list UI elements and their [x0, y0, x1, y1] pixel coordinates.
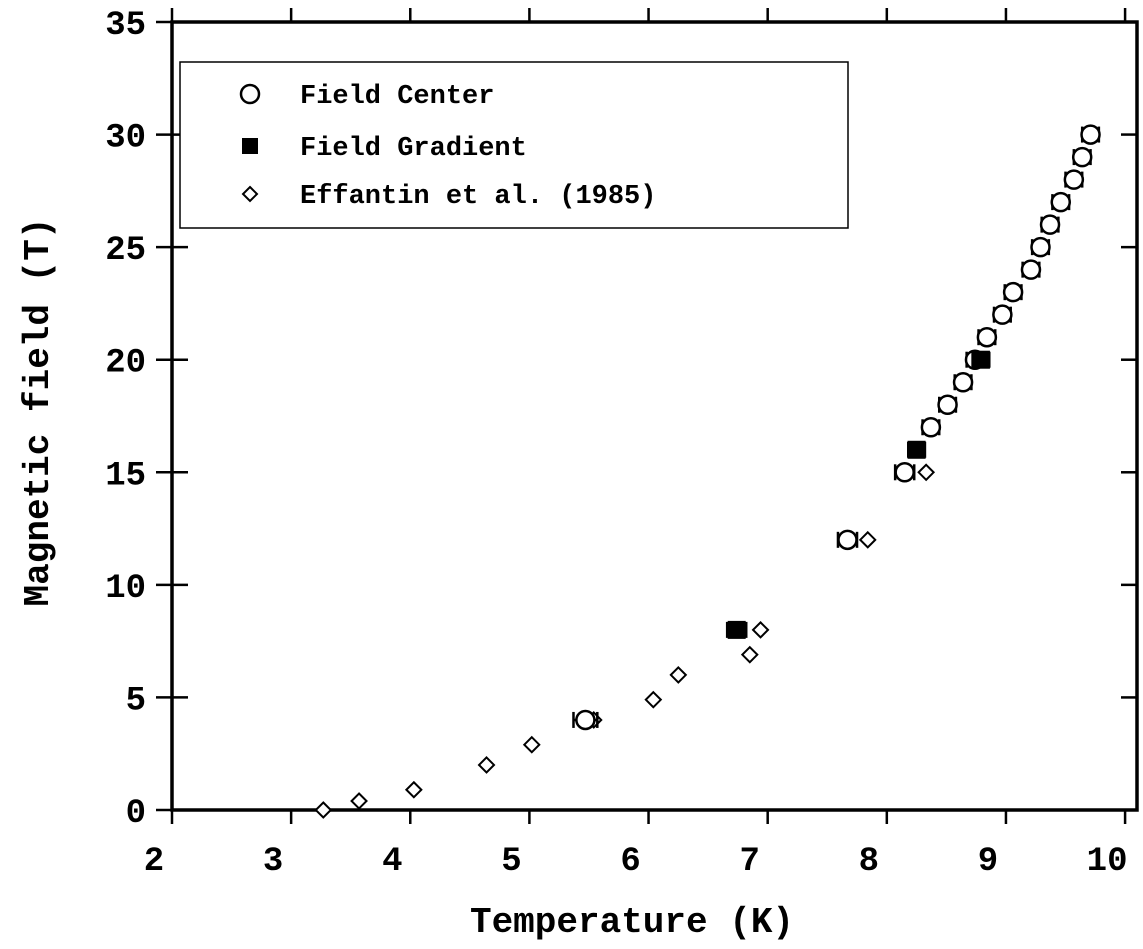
data-point — [837, 529, 858, 551]
data-point — [1063, 169, 1085, 190]
series-effantin-et-al-1985 — [314, 463, 936, 819]
data-point — [1039, 214, 1061, 235]
x-tick-label: 4 — [382, 843, 402, 881]
y-tick-label: 35 — [105, 7, 146, 45]
data-point — [976, 326, 998, 348]
data-point — [727, 620, 746, 639]
data-point — [314, 801, 333, 819]
data-point — [575, 709, 596, 731]
data-point — [350, 792, 368, 810]
data-point — [907, 440, 926, 459]
x-tick-label: 10 — [1087, 843, 1128, 881]
x-tick-label: 2 — [144, 843, 164, 881]
data-point — [669, 666, 688, 684]
data-point — [1020, 259, 1042, 280]
data-point — [522, 735, 541, 754]
data-point — [1080, 124, 1101, 145]
data-point — [894, 462, 915, 483]
x-tick-label: 7 — [739, 843, 759, 881]
data-point — [992, 304, 1013, 325]
y-tick-label: 20 — [105, 345, 146, 383]
data-point — [404, 780, 423, 799]
x-tick-label: 5 — [501, 843, 521, 881]
data-point — [917, 463, 936, 482]
y-tick-label: 10 — [105, 570, 146, 608]
data-point — [644, 690, 663, 709]
legend-marker — [239, 83, 261, 105]
legend-marker — [242, 138, 258, 154]
data-point — [740, 645, 759, 664]
data-point — [971, 350, 990, 369]
data-point — [937, 394, 958, 415]
data-point — [952, 371, 974, 393]
x-axis-title: Temperature (K) — [470, 902, 794, 943]
x-tick-label: 8 — [859, 843, 879, 881]
data-point — [858, 530, 877, 549]
legend-box — [179, 61, 849, 229]
x-tick-label: 9 — [978, 843, 998, 881]
data-point — [751, 620, 770, 639]
series-field-gradient — [725, 350, 991, 639]
legend-label: Field Center — [300, 82, 494, 112]
marks-layer — [314, 124, 1101, 819]
x-tick-label: 6 — [620, 843, 640, 881]
y-tick-label: 5 — [126, 682, 146, 720]
legend-label: Field Gradient — [300, 134, 527, 164]
legend-marker — [241, 185, 259, 203]
data-point — [1002, 281, 1024, 303]
series-field-center — [572, 124, 1101, 731]
y-tick-label: 30 — [105, 120, 146, 158]
x-tick-label: 3 — [263, 843, 283, 881]
data-point — [920, 417, 942, 438]
y-axis-title: Magnetic field (T) — [18, 218, 59, 607]
y-tick-label: 15 — [105, 457, 146, 495]
data-point — [1030, 236, 1051, 258]
legend-label: Effantin et al. (1985) — [300, 182, 656, 212]
data-point — [1071, 146, 1093, 168]
y-tick-label: 25 — [105, 232, 146, 270]
legend: Field Center Field Gradient Effantin et al… — [179, 61, 849, 229]
data-point — [1050, 191, 1072, 213]
data-point — [477, 756, 496, 774]
axes-layer: 2 3 4 5 6 7 8 9 10 0 5 10 15 20 25 30 35 — [105, 7, 1139, 881]
y-tick-label: 0 — [126, 795, 146, 833]
plot-frame — [170, 20, 1139, 812]
